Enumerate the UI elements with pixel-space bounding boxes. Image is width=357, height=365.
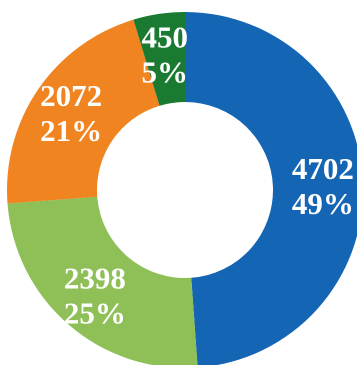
slice-label-4702: 4702 49% [292,151,354,221]
slice-label-450: 450 5% [142,19,189,89]
slice-value-label: 450 [142,19,189,54]
slice-percent-label: 25% [64,295,126,330]
slice-percent-label: 49% [292,186,354,221]
donut-slice-450 [133,12,185,106]
slice-value-label: 4702 [292,151,354,186]
donut-slice-4702 [185,12,357,365]
slices-layer [7,12,357,365]
slice-percent-label: 5% [142,54,189,89]
slice-value-label: 2072 [40,78,102,113]
slice-label-2072: 2072 21% [40,78,102,148]
slice-percent-label: 21% [40,113,102,148]
donut-slice-2072 [7,19,160,204]
slice-label-2398: 2398 25% [64,260,126,330]
donut-slice-2398 [7,196,198,365]
labels-layer: 4702 49% 2398 25% 2072 21% 450 5% [40,19,354,330]
slice-value-label: 2398 [64,260,126,295]
